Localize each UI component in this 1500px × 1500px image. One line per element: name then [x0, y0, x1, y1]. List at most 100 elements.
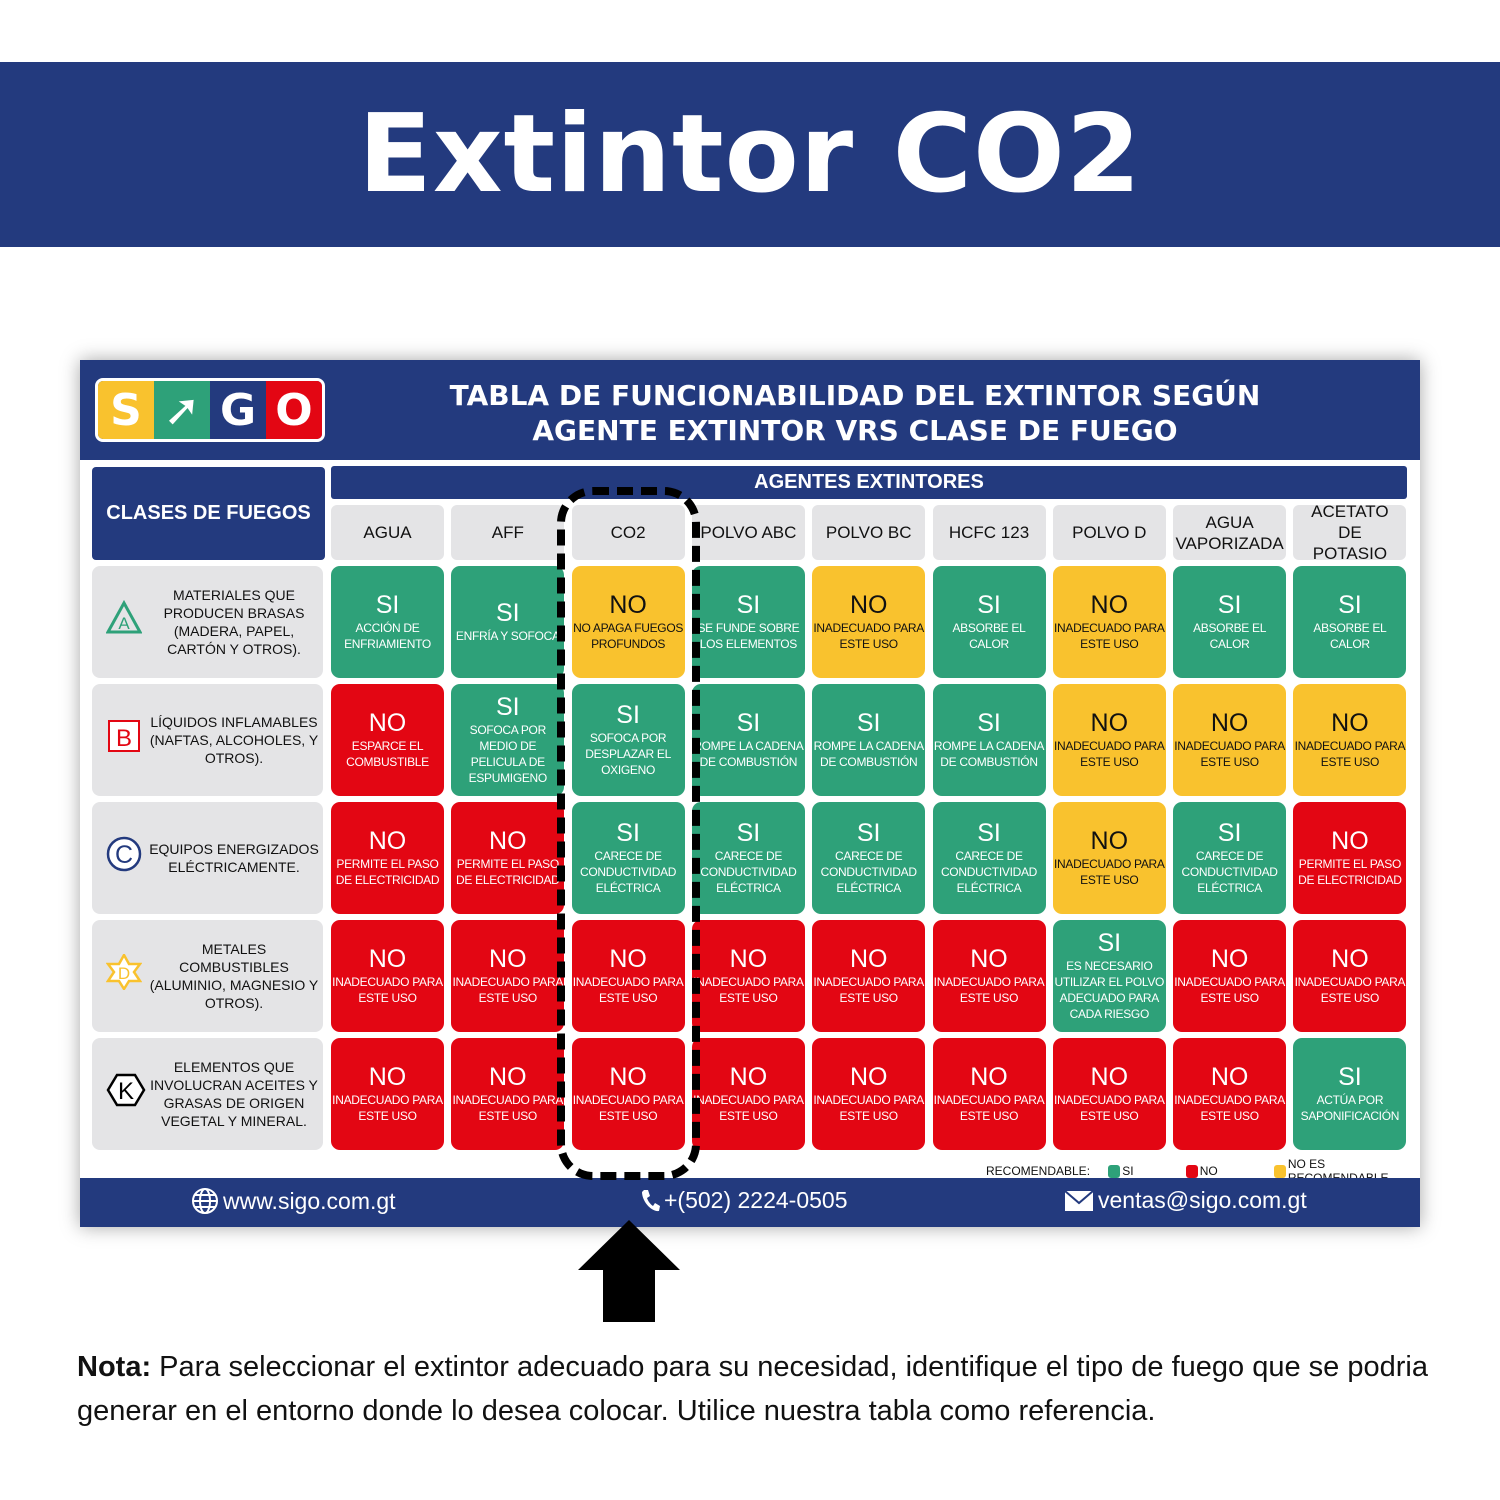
- table-cell: NO INADECUADO PARA ESTE USO: [451, 1038, 565, 1150]
- cell-reason: INADECUADO PARA ESTE USO: [1294, 974, 1406, 1005]
- table-cell: SI ACCIÓN DE ENFRIAMIENTO: [331, 566, 444, 678]
- table-cell: SI SOFOCA POR DESPLAZAR EL OXIGENO: [571, 684, 685, 796]
- table-cell: SI ABSORBE EL CALOR: [1293, 566, 1407, 678]
- cell-verdict: NO: [609, 1062, 647, 1091]
- cell-reason: INADECUADO PARA ESTE USO: [572, 1092, 684, 1123]
- cell-reason: INADECUADO PARA ESTE USO: [1053, 620, 1165, 651]
- cell-verdict: NO: [849, 944, 888, 973]
- cell-reason: CARECE DE CONDUCTIVIDAD ELÉCTRICA: [940, 848, 1038, 895]
- footer-phone-text: +(502) 2224-0505: [664, 1187, 848, 1213]
- cell-verdict: NO: [1331, 944, 1369, 973]
- table-title: TABLA DE FUNCIONABILIDAD DEL EXTINTOR SE…: [340, 378, 1370, 448]
- cell-reason: PERMITE EL PASO DE ELECTRICIDAD: [1298, 856, 1402, 887]
- footer-email-text: ventas@sigo.com.gt: [1098, 1187, 1307, 1213]
- table-cell: SI SE FUNDE SOBRE LOS ELEMENTOS: [691, 566, 805, 678]
- cell-verdict: SI: [977, 818, 1001, 847]
- circle-c-icon: C: [106, 836, 142, 872]
- cell-reason: CARECE DE CONDUCTIVIDAD ELÉCTRICA: [580, 848, 677, 895]
- cell-reason: ABSORBE EL CALOR: [1313, 620, 1387, 651]
- cell-verdict: NO: [368, 1062, 407, 1091]
- table-title-line1: TABLA DE FUNCIONABILIDAD DEL EXTINTOR SE…: [449, 379, 1261, 412]
- cell-reason: INADECUADO PARA ESTE USO: [1053, 738, 1165, 769]
- table-cell: SI ES NECESARIO UTILIZAR EL POLVO ADECUAD…: [1052, 920, 1166, 1032]
- legend-yes: SI: [1122, 1164, 1134, 1178]
- logo-letter: O: [266, 381, 322, 439]
- cell-verdict: SI: [495, 692, 520, 721]
- cell-reason: CARECE DE CONDUCTIVIDAD ELÉCTRICA: [700, 848, 797, 895]
- cell-verdict: SI: [736, 590, 761, 619]
- fire-class-k: K ELEMENTOS QUE INVOLUCRAN ACEITES Y GRAS…: [92, 1038, 323, 1150]
- column-header: ACETATO DE POTASIO: [1293, 502, 1407, 563]
- cell-reason: INADECUADO PARA ESTE USO: [572, 974, 684, 1005]
- page-title: Extintor CO2: [358, 92, 1142, 217]
- cell-reason: ROMPE LA CADENA DE COMBUSTIÓN: [933, 738, 1045, 769]
- cell-verdict: NO: [1090, 590, 1129, 619]
- cell-verdict: NO: [1210, 944, 1249, 973]
- table-cell: SI CARECE DE CONDUCTIVIDAD ELÉCTRICA: [691, 802, 805, 914]
- legend-label: RECOMENDABLE:: [986, 1164, 1091, 1178]
- svg-text:C: C: [115, 841, 133, 869]
- cell-reason: ROMPE LA CADENA DE COMBUSTIÓN: [813, 738, 925, 769]
- cell-verdict: SI: [1338, 1062, 1362, 1091]
- cell-verdict: NO: [489, 826, 527, 855]
- cell-verdict: NO: [1090, 708, 1129, 737]
- table-cell: SI CARECE DE CONDUCTIVIDAD ELÉCTRICA: [932, 802, 1046, 914]
- triangle-a-icon: A: [106, 600, 142, 634]
- table-cell: NO INADECUADO PARA ESTE USO: [932, 920, 1046, 1032]
- table-cell: SI CARECE DE CONDUCTIVIDAD ELÉCTRICA: [571, 802, 685, 914]
- logo-letter: ➚: [154, 381, 210, 439]
- envelope-icon: [1064, 1189, 1094, 1211]
- cell-reason: INADECUADO PARA ESTE USO: [452, 1092, 564, 1123]
- cell-reason: INADECUADO PARA ESTE USO: [813, 1092, 924, 1123]
- functionality-table-card: S ➚ G O TABLA DE FUNCIONABILIDAD DEL EXTINT…: [80, 360, 1420, 1227]
- cell-reason: ACTÚA POR SAPONIFICACIÓN: [1300, 1092, 1400, 1123]
- table-cell: NO INADECUADO PARA ESTE USO: [331, 1038, 444, 1150]
- cell-reason: INADECUADO PARA ESTE USO: [933, 974, 1045, 1005]
- svg-text:D: D: [118, 964, 130, 983]
- cell-reason: SOFOCA POR MEDIO DE PELICULA DE ESPUMIGE…: [468, 722, 548, 785]
- cell-verdict: SI: [736, 818, 761, 847]
- cell-reason: PERMITE EL PASO DE ELECTRICIDAD: [335, 856, 440, 887]
- table-header: S ➚ G O TABLA DE FUNCIONABILIDAD DEL EXTINT…: [80, 360, 1420, 460]
- table-cell: SI ROMPE LA CADENA DE COMBUSTIÓN: [691, 684, 805, 796]
- cell-reason: SE FUNDE SOBRE LOS ELEMENTOS: [697, 620, 800, 651]
- footer-phone[interactable]: +(502) 2224-0505: [640, 1187, 848, 1214]
- note-label: Nota:: [77, 1351, 152, 1383]
- table-cell: NO INADECUADO PARA ESTE USO: [1173, 1038, 1287, 1150]
- table-cell: NO INADECUADO PARA ESTE USO: [1293, 684, 1407, 796]
- legend-swatch-yes: [1108, 1164, 1121, 1178]
- cell-reason: ACCIÓN DE ENFRIAMIENTO: [344, 620, 431, 651]
- svg-text:B: B: [116, 725, 132, 752]
- table-cell: SI ENFRÍA Y SOFOCA: [451, 566, 565, 678]
- table-cell: NO INADECUADO PARA ESTE USO: [691, 920, 805, 1032]
- table-cell: NO INADECUADO PARA ESTE USO: [932, 1038, 1046, 1150]
- cell-verdict: SI: [1217, 590, 1242, 619]
- cell-reason: CARECE DE CONDUCTIVIDAD ELÉCTRICA: [1181, 848, 1278, 895]
- phone-icon: [642, 1189, 660, 1211]
- cell-verdict: SI: [1097, 928, 1122, 957]
- table-title-line2: AGENTE EXTINTOR VRS CLASE DE FUEGO: [532, 414, 1178, 447]
- table-cell: SI ROMPE LA CADENA DE COMBUSTIÓN: [812, 684, 926, 796]
- table-cell: NO ESPARCE EL COMBUSTIBLE: [331, 684, 444, 796]
- column-header: HCFC 123: [932, 505, 1046, 560]
- logo-letter: G: [210, 381, 266, 439]
- fire-class-d: D METALES COMBUSTIBLES (ALUMINIO, MAGNESI…: [92, 920, 323, 1032]
- cell-verdict: SI: [977, 590, 1001, 619]
- legend-swatch-warn: [1273, 1164, 1286, 1178]
- star-d-icon: D: [106, 954, 142, 990]
- table-cell: NO INADECUADO PARA ESTE USO: [691, 1038, 805, 1150]
- cell-verdict: SI: [856, 818, 881, 847]
- cell-reason: INADECUADO PARA ESTE USO: [1053, 1092, 1165, 1123]
- footer-web[interactable]: www.sigo.com.gt: [191, 1187, 396, 1215]
- cell-verdict: NO: [1331, 708, 1369, 737]
- legend-swatch-no: [1185, 1164, 1198, 1178]
- cell-verdict: NO: [970, 944, 1008, 973]
- table-cell: SI ABSORBE EL CALOR: [932, 566, 1046, 678]
- table-cell: NO INADECUADO PARA ESTE USO: [1173, 920, 1287, 1032]
- cell-verdict: NO: [489, 1062, 527, 1091]
- cell-verdict: SI: [616, 700, 640, 729]
- table-cell: NO NO APAGA FUEGOS PROFUNDOS: [571, 566, 685, 678]
- footer-email[interactable]: ventas@sigo.com.gt: [1064, 1187, 1307, 1214]
- svg-text:K: K: [118, 1078, 134, 1105]
- cell-verdict: NO: [609, 590, 647, 619]
